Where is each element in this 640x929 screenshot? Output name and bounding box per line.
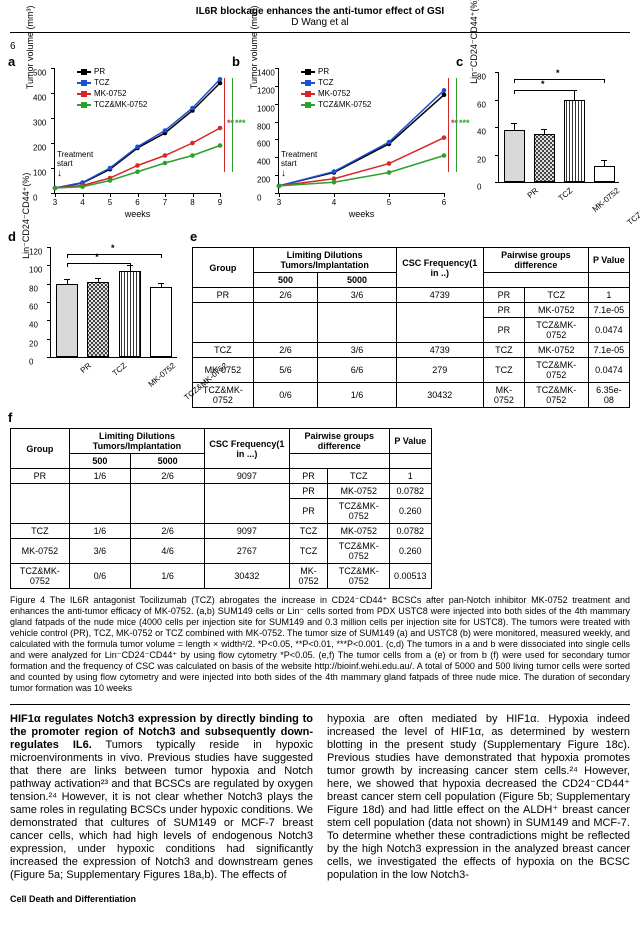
bar-chart-c: 020406080Lin⁻CD24⁻CD44⁺(%)PRTCZMK-0752TC… [498,72,619,183]
tumor-chart-a: 01002003004005003456789Tumor volume (mm³… [54,68,220,194]
panel-a-label: a [8,54,15,69]
panel-d-label: d [8,229,16,244]
panel-e: e GroupLimiting Dilutions Tumors/Implant… [192,233,630,408]
panel-c-label: c [456,54,463,69]
body-text: HIF1α regulates Notch3 expression by dir… [10,713,630,882]
running-title: IL6R blockage enhances the anti-tumor ef… [10,6,630,17]
body-col1: Tumors typically reside in hypoxic micro… [10,739,313,881]
page-number: 6 [10,41,630,52]
table-f: GroupLimiting Dilutions Tumors/Implantat… [10,428,432,589]
panel-c: c 020406080Lin⁻CD24⁻CD44⁺(%)PRTCZMK-0752… [458,58,626,227]
panel-f: f GroupLimiting Dilutions Tumors/Implant… [10,414,630,589]
panel-f-label: f [8,410,12,425]
running-authors: D Wang et al [10,17,630,28]
panel-e-label: e [190,229,197,244]
figure4-caption: Figure 4 The IL6R antagonist Tocilizumab… [10,595,630,694]
journal-footer: Cell Death and Differentiation [10,894,630,904]
panel-a: a 01002003004005003456789Tumor volume (m… [10,58,228,227]
tumor-chart-b: 02004006008001000120014003456Tumor volum… [278,68,444,194]
header-rule [10,32,630,33]
bar-chart-d: 020406080100120Lin⁻CD24⁻CD44⁺(%)PRTCZMK-… [50,247,177,358]
body-col2: hypoxia are often mediated by HIF1α. Hyp… [327,713,630,882]
panel-b-label: b [232,54,240,69]
panel-b: b 02004006008001000120014003456Tumor vol… [234,58,452,227]
table-e: GroupLimiting Dilutions Tumors/Implantat… [192,247,630,408]
panel-d: d 020406080100120Lin⁻CD24⁻CD44⁺(%)PRTCZM… [10,233,186,408]
caption-rule [10,704,630,705]
